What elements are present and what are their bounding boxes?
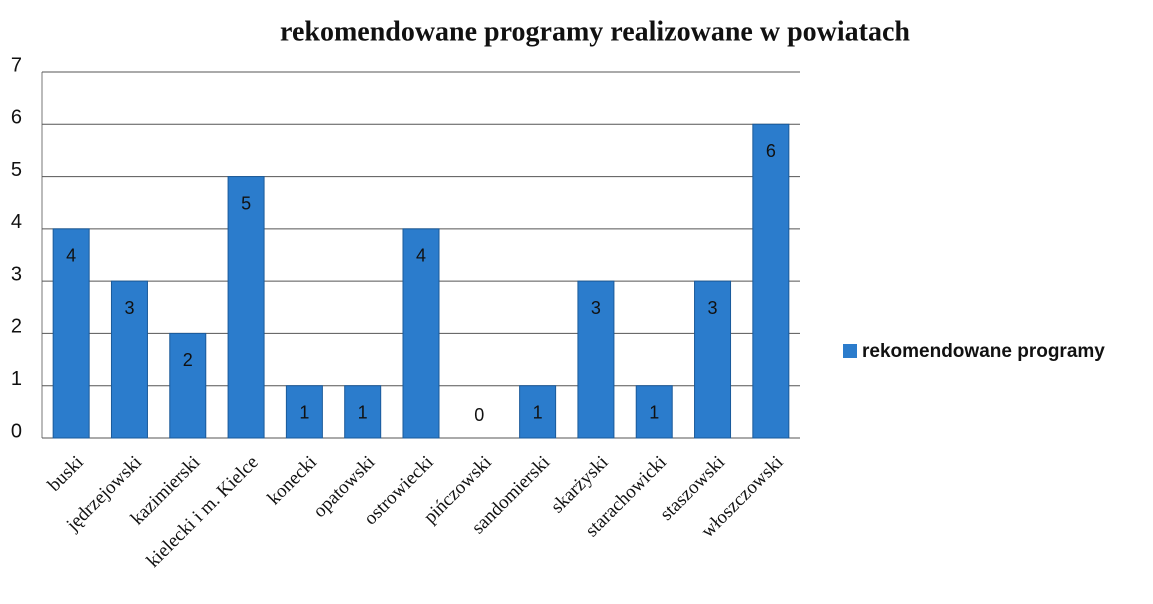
chart-title: rekomendowane programy realizowane w pow… xyxy=(280,16,910,47)
bar xyxy=(52,228,90,439)
bar xyxy=(519,385,557,439)
y-tick-label: 6 xyxy=(11,107,22,129)
data-label: 1 xyxy=(358,402,368,422)
bar xyxy=(285,385,323,439)
bar xyxy=(577,280,615,439)
y-tick-label: 3 xyxy=(11,263,22,285)
x-tick-label: buski xyxy=(44,452,88,496)
bar xyxy=(752,123,790,439)
data-label: 3 xyxy=(124,298,134,318)
y-tick-label: 7 xyxy=(11,54,22,76)
bar xyxy=(344,385,382,439)
bar xyxy=(635,385,673,439)
data-label: 2 xyxy=(183,350,193,370)
data-label: 6 xyxy=(766,141,776,161)
legend-label: rekomendowane programy xyxy=(862,341,1105,362)
y-tick-label: 1 xyxy=(11,368,22,390)
x-tick-label: kielecki i m. Kielce xyxy=(143,452,263,572)
y-tick-label: 2 xyxy=(11,316,22,338)
data-label: 3 xyxy=(591,298,601,318)
y-tick-label: 4 xyxy=(11,211,22,233)
data-label: 1 xyxy=(649,402,659,422)
data-label: 1 xyxy=(533,402,543,422)
legend-swatch xyxy=(843,344,857,358)
bar xyxy=(694,280,732,439)
x-tick-label: konecki xyxy=(264,452,321,509)
bar xyxy=(402,228,440,439)
bar xyxy=(169,332,207,439)
y-tick-label: 0 xyxy=(11,420,22,442)
data-label: 0 xyxy=(474,405,484,425)
data-label: 1 xyxy=(299,402,309,422)
data-label: 4 xyxy=(416,246,426,266)
data-label: 3 xyxy=(708,298,718,318)
data-label: 5 xyxy=(241,193,251,213)
bar xyxy=(110,280,148,439)
y-tick-label: 5 xyxy=(11,159,22,181)
bar xyxy=(227,176,265,439)
data-label: 4 xyxy=(66,246,76,266)
